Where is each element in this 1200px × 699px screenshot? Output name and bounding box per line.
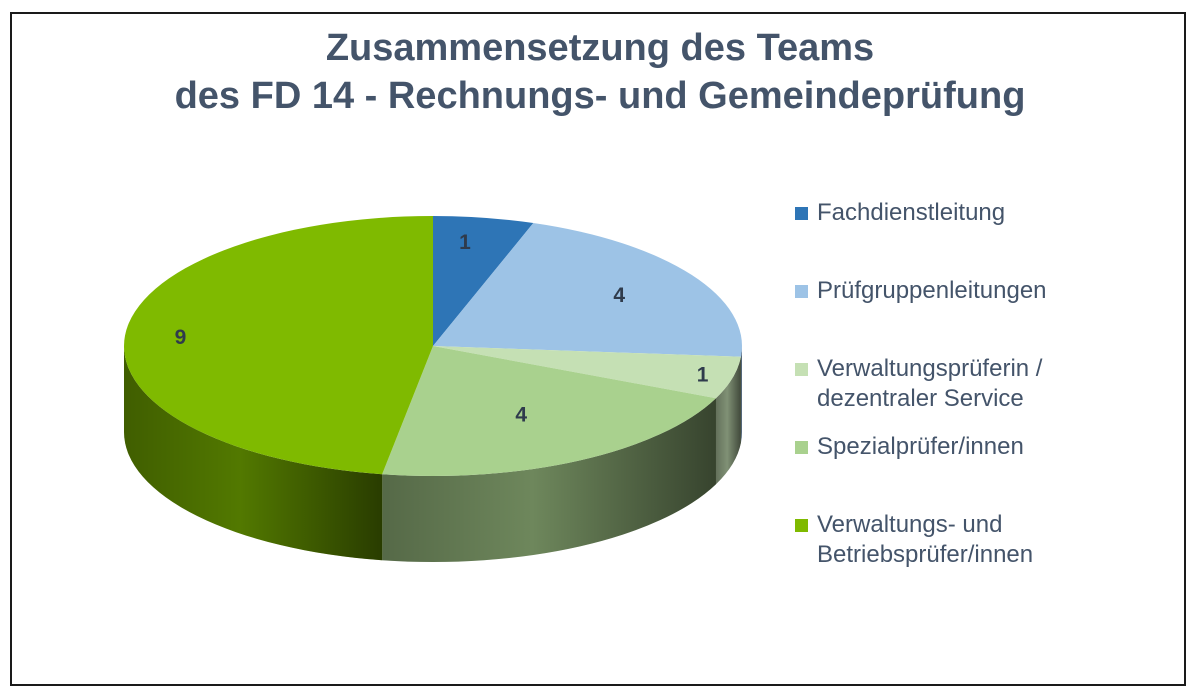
- pie-top-faces: [124, 216, 742, 476]
- chart-title-line-1: Zusammensetzung des Teams: [325, 27, 875, 69]
- legend-item-pruefgruppenleitungen: Prüfgruppenleitungen: [795, 276, 1085, 306]
- pie-slice-spezialpruefer: [382, 346, 716, 476]
- legend-label: Verwaltungsprüferin / dezentraler Servic…: [817, 355, 1043, 412]
- legend-item-verwaltungspruefrin: Verwaltungsprüferin / dezentraler Servic…: [795, 354, 1085, 414]
- pie-side-walls: [124, 346, 742, 562]
- legend-swatch: [795, 441, 808, 454]
- legend-label: Prüfgruppenleitungen: [817, 277, 1047, 304]
- pie-slice-verwaltungs-betriebspruefer: [124, 216, 434, 475]
- data-label-fachdienstleitung: 1: [459, 231, 471, 254]
- legend-swatch: [795, 363, 808, 376]
- pie-slice-fachdienstleitung: [433, 216, 534, 346]
- data-label-pruefgruppenleitungen: 4: [613, 284, 625, 307]
- legend-label: Fachdienstleitung: [817, 199, 1006, 226]
- pie-side-shade-verwaltungs-betriebspruefer: [124, 346, 383, 561]
- pie-data-labels: 1 4 1 4 9: [175, 231, 709, 427]
- data-label-verwaltungs-betriebspruefer: 9: [175, 326, 187, 349]
- chart-title: Zusammensetzung des Teams des FD 14 - Re…: [0, 24, 1200, 120]
- pie-side-shade-pruefgruppenleitungen: [740, 346, 742, 443]
- legend-swatch: [795, 285, 808, 298]
- legend-label: Verwaltungs- und Betriebsprüfer/innen: [817, 511, 1034, 568]
- legend-item-fachdienstleitung: Fachdienstleitung: [795, 198, 1085, 228]
- chart-title-line-2: des FD 14 - Rechnungs- und Gemeindeprüfu…: [174, 75, 1026, 117]
- data-label-spezialpruefer: 4: [515, 404, 527, 427]
- legend-item-spezialpruefer: Spezialprüfer/innen: [795, 432, 1085, 462]
- data-label-verwaltungspruefrin: 1: [697, 364, 709, 387]
- legend-swatch: [795, 519, 808, 532]
- legend-item-verwaltungs-betriebspruefer: Verwaltungs- und Betriebsprüfer/innen: [795, 510, 1085, 570]
- pie-slice-verwaltungspruefrin: [433, 346, 741, 399]
- pie-side-shade-verwaltungspruefrin: [715, 356, 741, 485]
- pie-side-shade-spezialpruefer: [382, 398, 716, 562]
- legend-swatch: [795, 207, 808, 220]
- pie-slice-pruefgruppenleitungen: [433, 223, 742, 357]
- legend-label: Spezialprüfer/innen: [817, 433, 1024, 460]
